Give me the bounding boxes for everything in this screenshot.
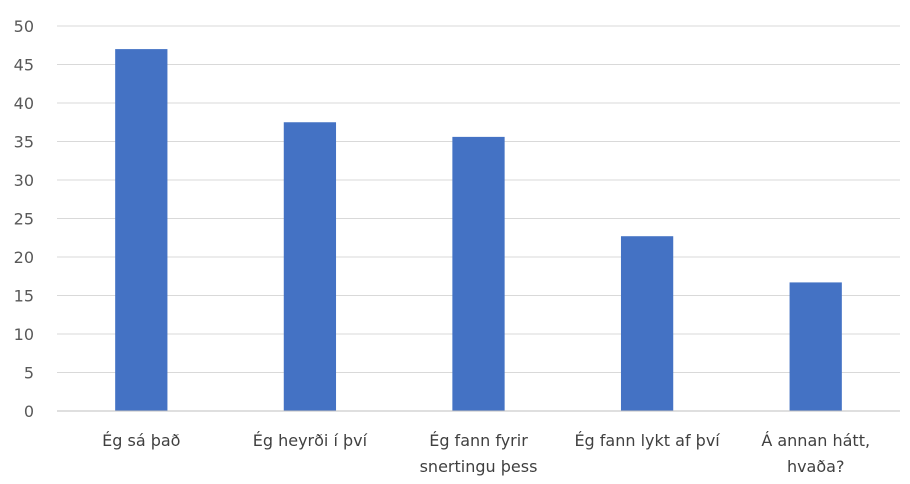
x-category-label: Ég fann lykt af því (574, 431, 720, 450)
y-tick-label: 5 (24, 364, 34, 383)
y-axis-ticks: 0 5 10 15 20 25 30 35 40 45 50 (14, 17, 34, 421)
bar (283, 122, 337, 411)
bar (452, 136, 505, 411)
x-axis-labels: Ég sá það Ég heyrði í því Ég fann fyrir sne… (102, 431, 870, 476)
y-tick-label: 10 (14, 325, 34, 344)
y-tick-label: 50 (14, 17, 34, 36)
x-category-label: snertingu þess (420, 457, 538, 476)
y-tick-label: 30 (14, 171, 34, 190)
bars (115, 49, 842, 411)
y-tick-label: 20 (14, 248, 34, 267)
y-tick-label: 45 (14, 56, 34, 75)
bar (789, 282, 842, 411)
y-tick-label: 25 (14, 210, 34, 229)
y-tick-label: 0 (24, 402, 34, 421)
x-category-label: Ég heyrði í því (253, 431, 368, 450)
y-tick-label: 40 (14, 94, 34, 113)
y-tick-label: 15 (14, 287, 34, 306)
x-category-label: Ég sá það (102, 431, 180, 450)
bar (620, 236, 674, 411)
bar (115, 49, 168, 411)
y-tick-label: 35 (14, 133, 34, 152)
x-category-label: hvaða? (787, 457, 845, 476)
x-category-label: Á annan hátt, (761, 431, 870, 450)
x-category-label: Ég fann fyrir (429, 431, 528, 450)
